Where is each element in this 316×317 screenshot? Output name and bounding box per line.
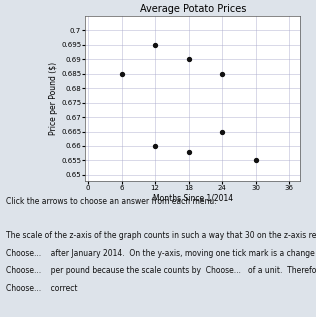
Point [153,42,158,47]
Point [220,129,225,134]
Point [119,71,124,76]
Point [186,57,191,62]
X-axis label: Months Since 1/2014: Months Since 1/2014 [153,194,233,203]
Text: Choose...    after January 2014.  On the y-axis, moving one tick mark is a chang: Choose... after January 2014. On the y-a… [6,249,316,258]
Text: Choose...    per pound because the scale counts by  Choose...   of a unit.  Ther: Choose... per pound because the scale co… [6,266,316,275]
Point [220,71,225,76]
Point [186,149,191,154]
Text: Click the arrows to choose an answer from each menu.: Click the arrows to choose an answer fro… [6,197,217,205]
Title: Average Potato Prices: Average Potato Prices [140,4,246,14]
Text: Choose...    correct: Choose... correct [6,284,78,293]
Point [153,144,158,149]
Text: The scale of the z-axis of the graph counts in such a way that 30 on the z-axis : The scale of the z-axis of the graph cou… [6,231,316,240]
Y-axis label: Price per Pound ($): Price per Pound ($) [49,62,58,135]
Point [253,158,258,163]
